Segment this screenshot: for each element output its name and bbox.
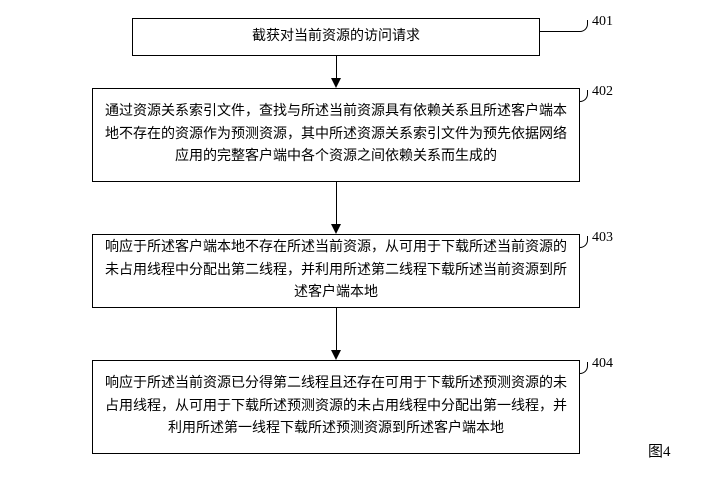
step-label-401: 401 (592, 14, 613, 30)
step-label-402: 402 (592, 84, 613, 100)
arrow-line (336, 308, 337, 352)
node-text: 通过资源关系索引文件，查找与所述当前资源具有依赖关系且所述客户端本地不存在的资源… (105, 101, 567, 168)
label-connector (580, 236, 588, 248)
flow-node-403: 响应于所述客户端本地不存在所述当前资源，从可用于下载所述当前资源的未占用线程中分… (92, 234, 580, 308)
flow-node-401: 截获对当前资源的访问请求 (132, 18, 540, 56)
flowchart-container: 截获对当前资源的访问请求 401 通过资源关系索引文件，查找与所述当前资源具有依… (0, 0, 705, 500)
arrow-head (331, 350, 341, 360)
flow-node-404: 响应于所述当前资源已分得第二线程且还存在可用于下载所述预测资源的未占用线程，从可… (92, 360, 580, 454)
arrow-head (331, 78, 341, 88)
node-text: 截获对当前资源的访问请求 (252, 26, 420, 48)
label-connector (580, 90, 588, 102)
figure-label: 图4 (648, 440, 671, 461)
label-connector (540, 20, 588, 32)
label-connector (580, 362, 588, 374)
flow-node-402: 通过资源关系索引文件，查找与所述当前资源具有依赖关系且所述客户端本地不存在的资源… (92, 88, 580, 182)
step-label-404: 404 (592, 356, 613, 372)
arrow-line (336, 56, 337, 80)
arrow-line (336, 182, 337, 226)
arrow-head (331, 224, 341, 234)
step-label-403: 403 (592, 230, 613, 246)
node-text: 响应于所述当前资源已分得第二线程且还存在可用于下载所述预测资源的未占用线程，从可… (105, 373, 567, 440)
node-text: 响应于所述客户端本地不存在所述当前资源，从可用于下载所述当前资源的未占用线程中分… (105, 237, 567, 304)
